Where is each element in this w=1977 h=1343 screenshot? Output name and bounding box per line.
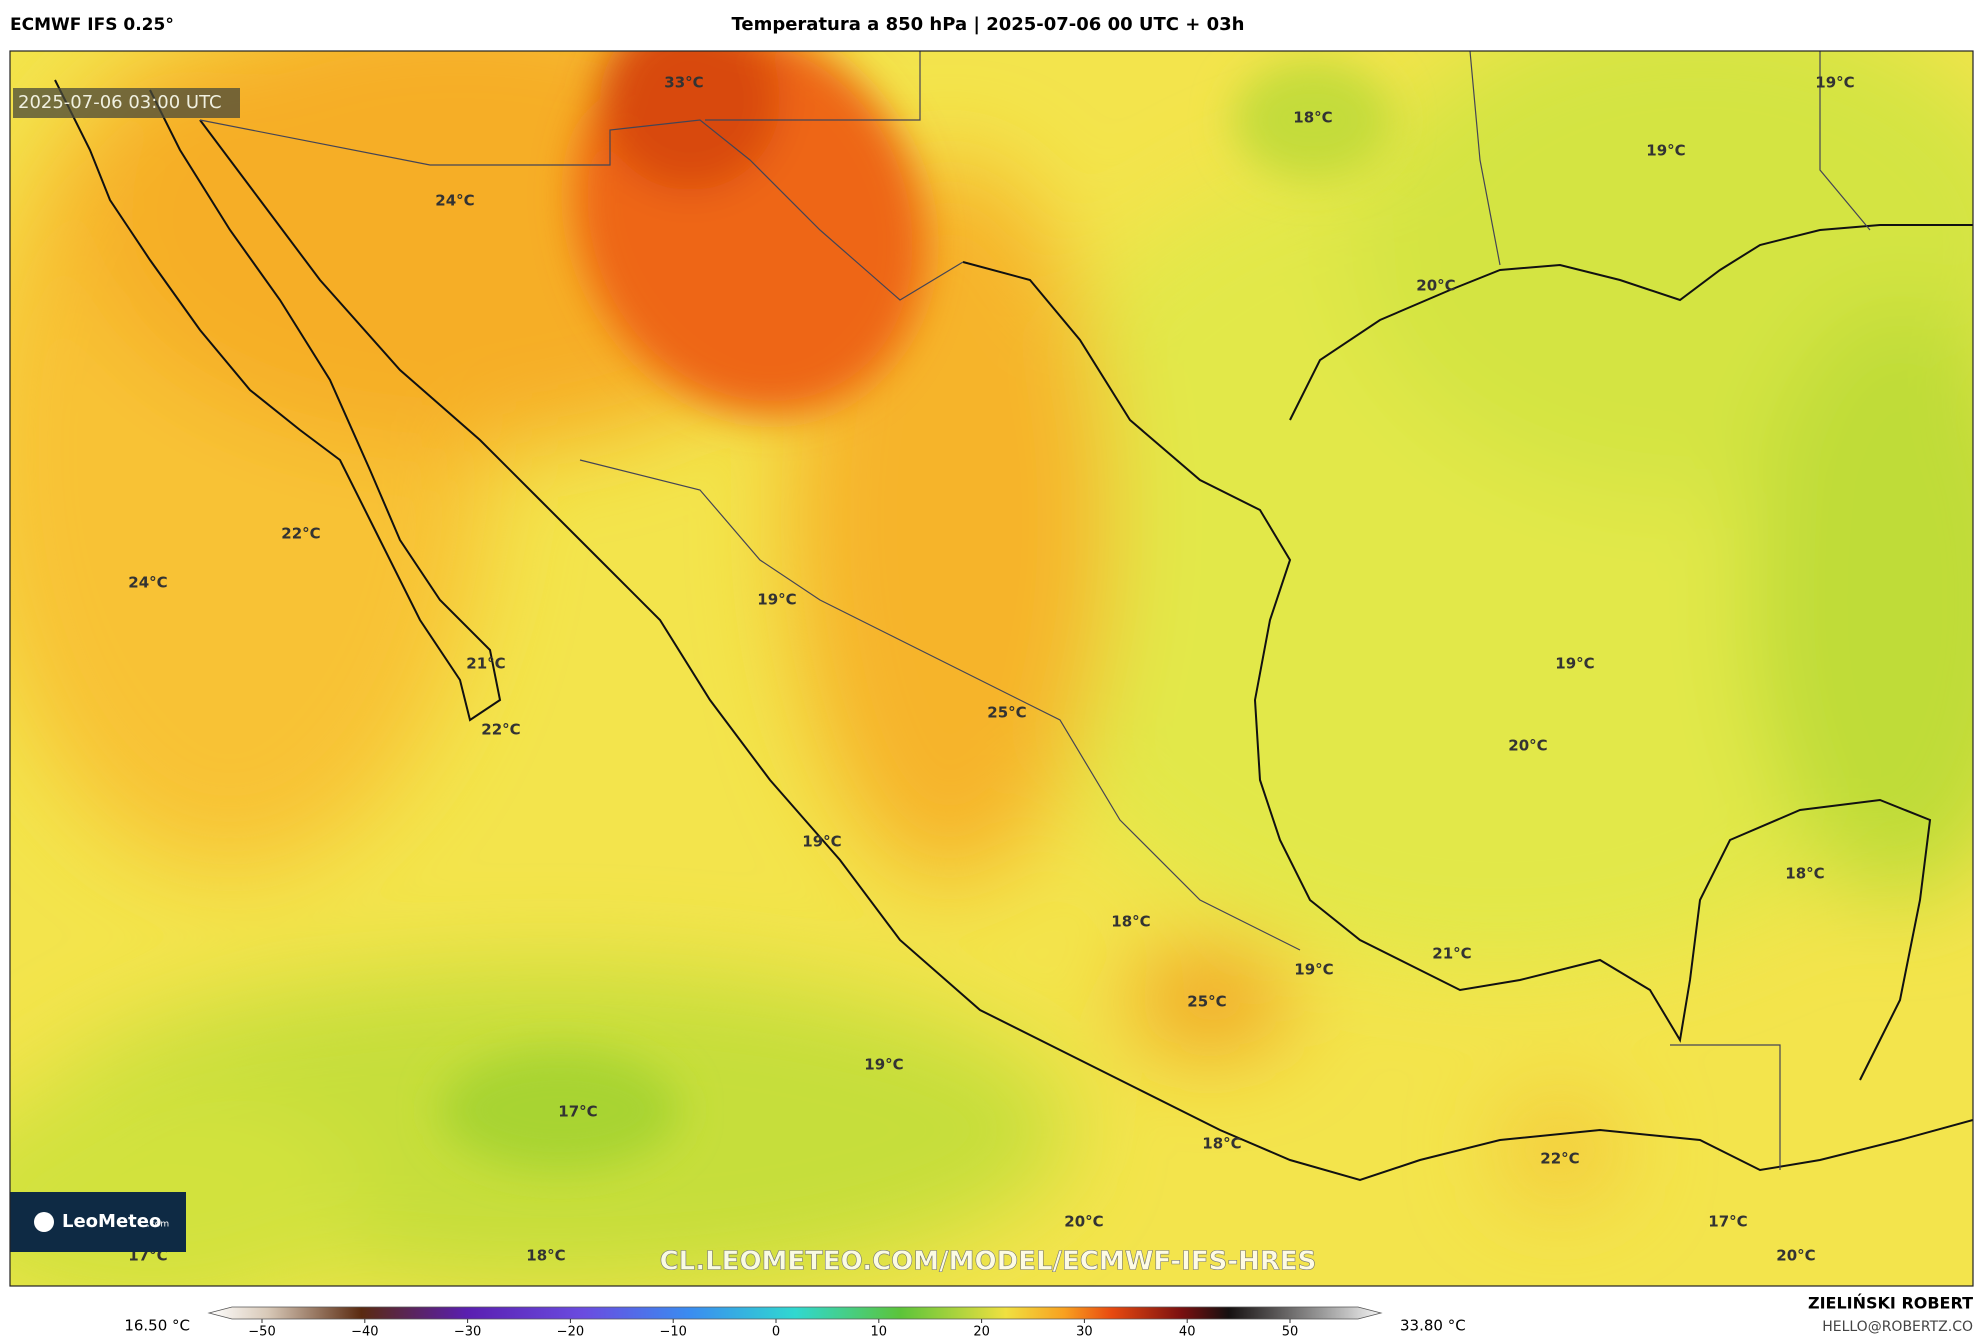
colorbar-tick-label: 20 (973, 1325, 990, 1340)
temperature-label: 24°C (435, 192, 474, 210)
temperature-label: 19°C (1815, 74, 1854, 92)
temperature-label: 18°C (1293, 109, 1332, 127)
temperature-label: 21°C (1432, 945, 1471, 963)
map-title: Temperatura a 850 hPa | 2025-07-06 00 UT… (731, 14, 1244, 35)
temperature-label: 20°C (1508, 737, 1547, 755)
colorbar-tick-label: 50 (1282, 1325, 1299, 1340)
colorbar-tick-label: 0 (772, 1325, 780, 1340)
temperature-label: 17°C (558, 1103, 597, 1121)
model-name: ECMWF IFS 0.25° (10, 15, 174, 35)
email: HELLO@ROBERTZ.CO (1822, 1319, 1973, 1335)
colorbar-tick-label: −40 (351, 1325, 378, 1340)
colorbar-tick-label: 30 (1076, 1325, 1093, 1340)
logo: LeoMeteo (62, 1211, 161, 1232)
colorbar-tick-label: −50 (248, 1325, 275, 1340)
map-timestamp: 2025-07-06 03:00 UTC (18, 92, 222, 113)
temperature-label: 19°C (1646, 142, 1685, 160)
logo-suffix: .com (147, 1220, 169, 1230)
temperature-label: 18°C (1785, 865, 1824, 883)
temperature-label: 33°C (664, 74, 703, 92)
colorbar-tick-label: −10 (659, 1325, 686, 1340)
watermark: CL.LEOMETEO.COM/MODEL/ECMWF-IFS-HRES (660, 1247, 1317, 1277)
temperature-label: 19°C (1555, 655, 1594, 673)
temperature-label: 20°C (1776, 1247, 1815, 1265)
temperature-label: 18°C (1111, 913, 1150, 931)
temperature-label: 19°C (757, 591, 796, 609)
temperature-label: 25°C (1187, 993, 1226, 1011)
temperature-label: 22°C (281, 525, 320, 543)
coastline (54, 79, 1973, 1182)
temperature-label: 19°C (1294, 961, 1333, 979)
colorbar-tick-label: 10 (871, 1325, 888, 1340)
borders (199, 51, 1871, 1170)
temperature-label: 22°C (481, 721, 520, 739)
temperature-label: 18°C (526, 1247, 565, 1265)
temperature-label: 19°C (802, 833, 841, 851)
temperature-label: 21°C (466, 655, 505, 673)
colorbar-min: 16.50 °C (124, 1317, 190, 1335)
temperature-label: 25°C (987, 704, 1026, 722)
colorbar-tick-label: −20 (557, 1325, 584, 1340)
temperature-label: 24°C (128, 574, 167, 592)
temperature-label: 22°C (1540, 1150, 1579, 1168)
colorbar-tick-label: −30 (454, 1325, 481, 1340)
colorbar (207, 1306, 1383, 1320)
colorbar-tick-label: 40 (1179, 1325, 1196, 1340)
author: ZIELIŃSKI ROBERT (1808, 1294, 1973, 1313)
temperature-label: 20°C (1064, 1213, 1103, 1231)
temperature-label: 17°C (1708, 1213, 1747, 1231)
temperature-label: 18°C (1202, 1135, 1241, 1153)
colorbar-max: 33.80 °C (1400, 1317, 1466, 1335)
temperature-label: 20°C (1416, 277, 1455, 295)
temperature-label: 19°C (864, 1056, 903, 1074)
